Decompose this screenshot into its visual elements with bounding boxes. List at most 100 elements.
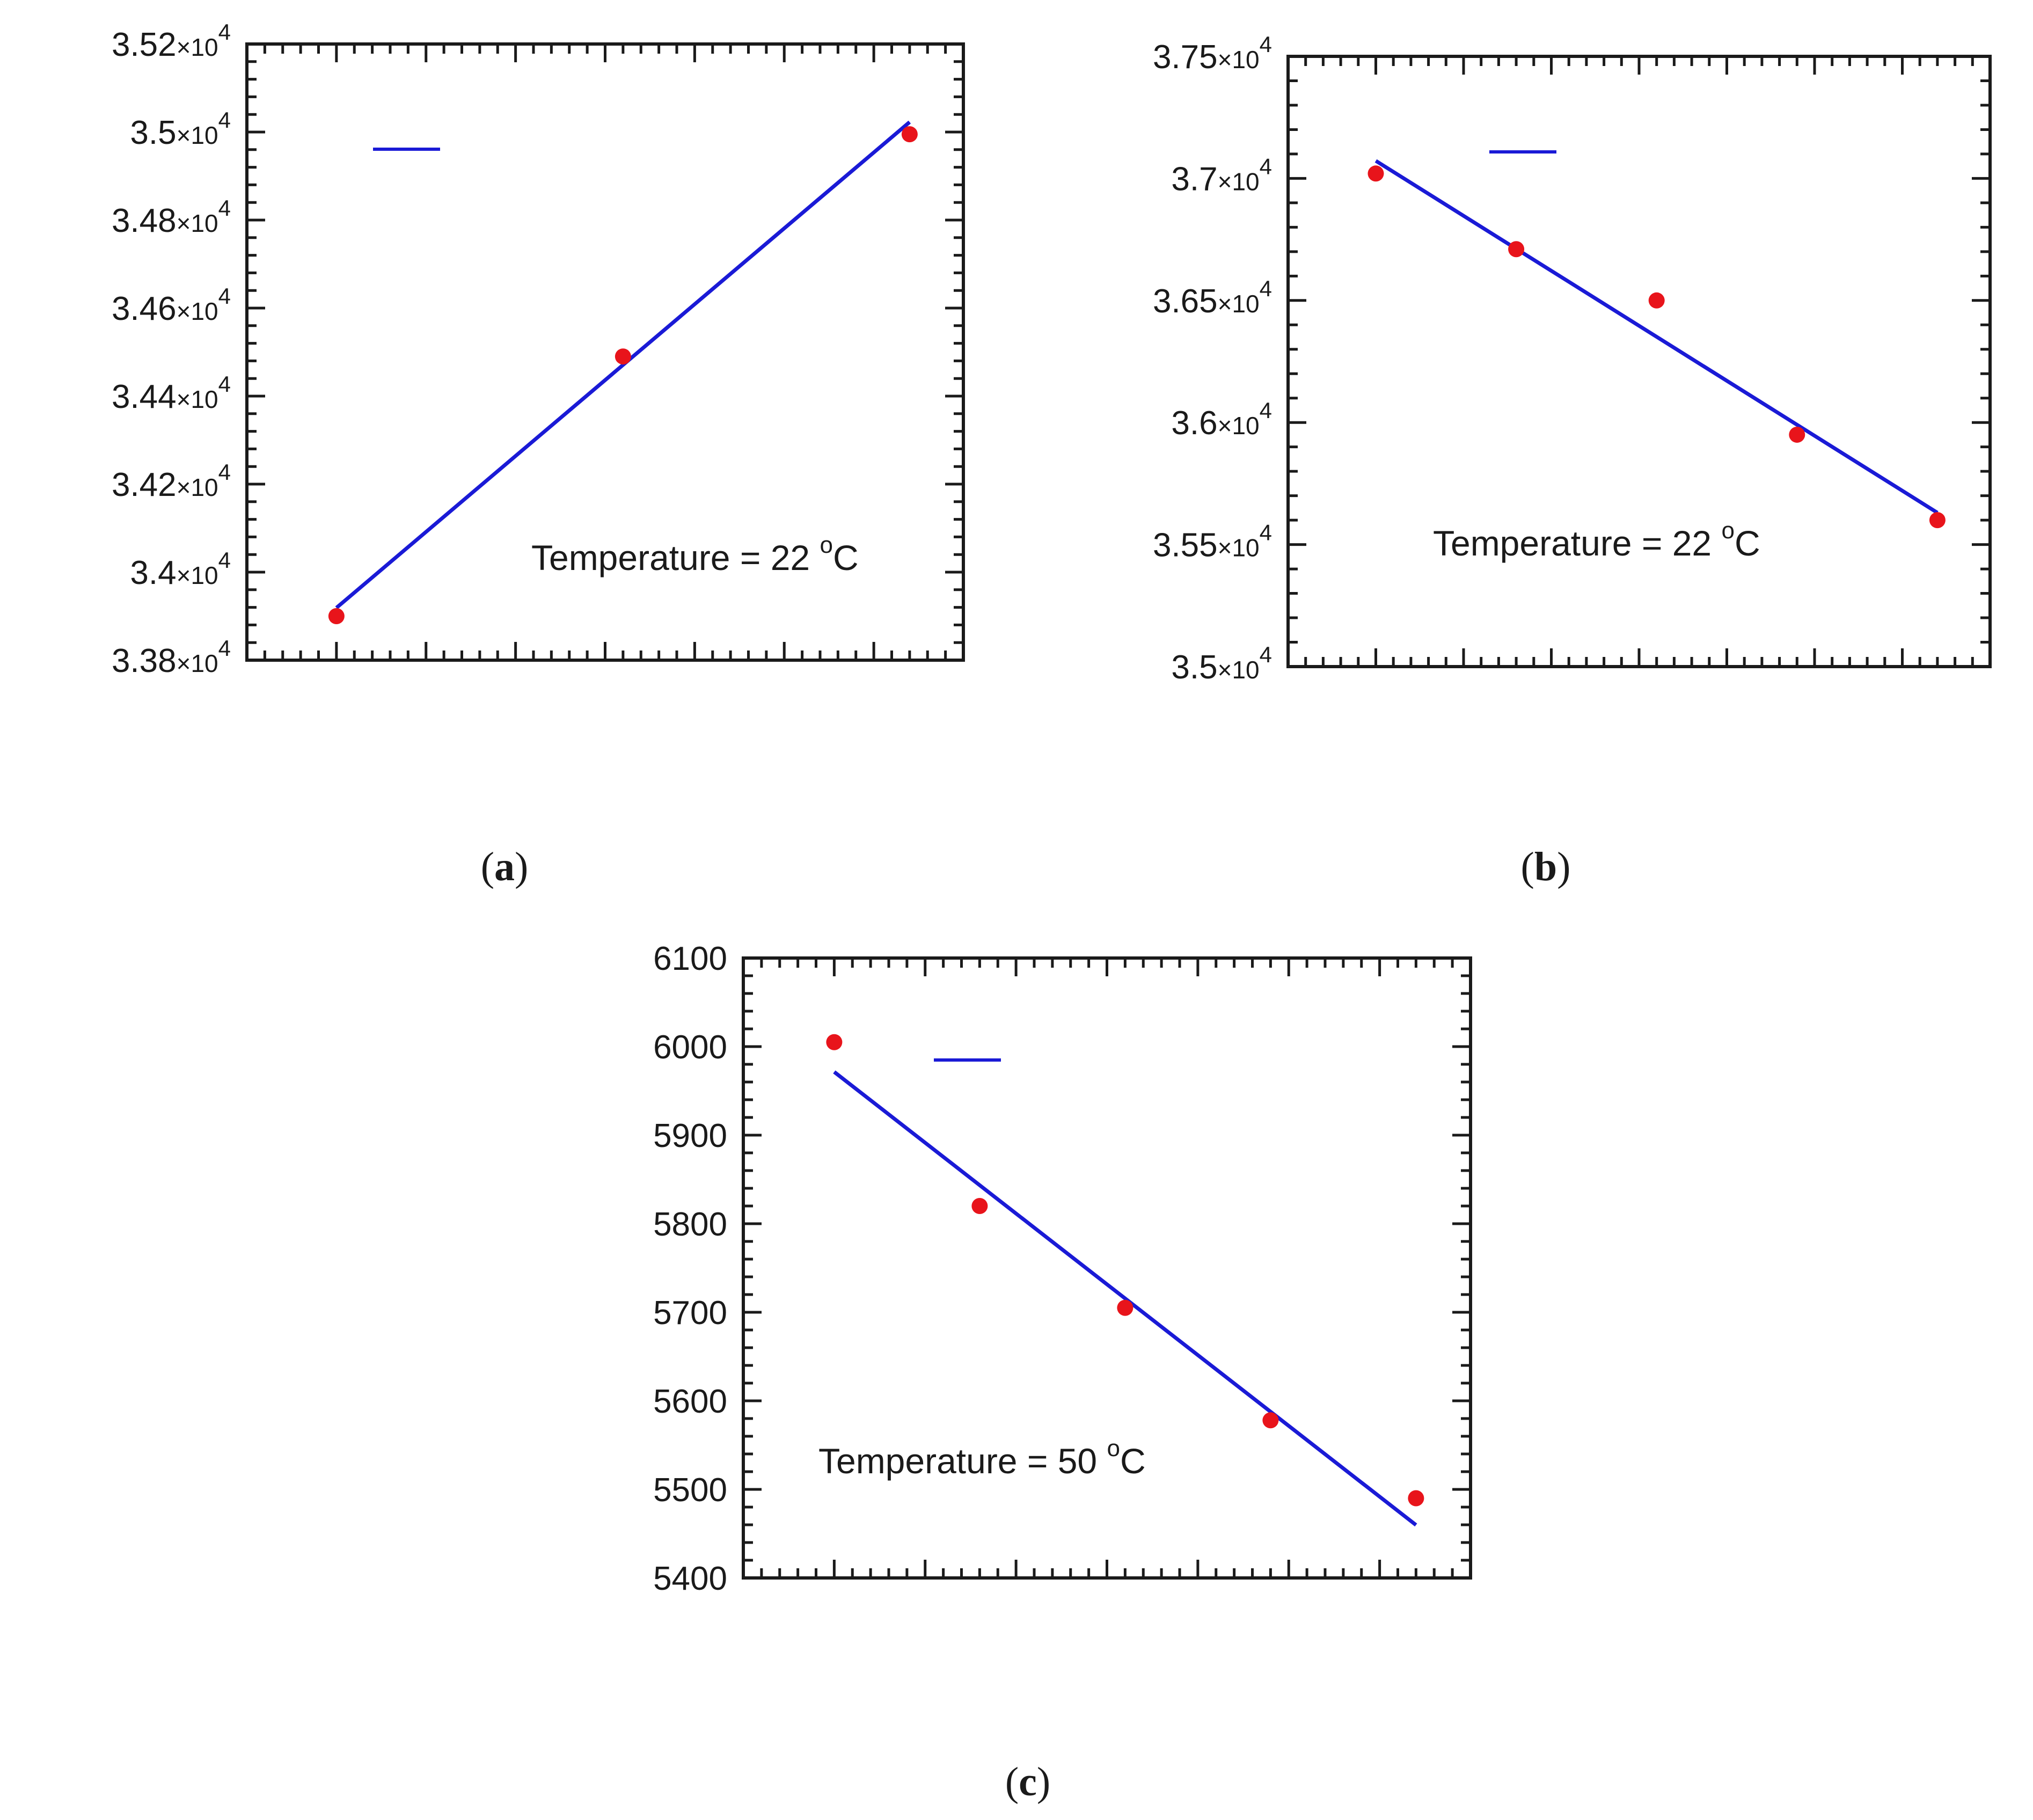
fit-line	[335, 120, 911, 610]
data-point	[1262, 1412, 1279, 1429]
y-tick-label: 5500	[653, 1472, 727, 1509]
caption-letter: a	[494, 844, 515, 889]
chart-panel-a: 3.38×1043.4×1043.42×1043.44×1043.46×1043…	[112, 19, 965, 679]
panel-caption-a: (a)	[481, 844, 529, 889]
y-tick-mantissa: 3.65	[1153, 283, 1218, 320]
y-tick-exponent: 4	[218, 107, 231, 133]
temperature-text: Temperature = 50	[818, 1441, 1107, 1481]
data-point	[1929, 512, 1946, 529]
data-point	[615, 348, 631, 365]
plot-frame	[742, 956, 1472, 1580]
y-tick-mantissa: 3.48	[112, 202, 177, 239]
y-tick-mantissa: 5900	[653, 1117, 727, 1154]
y-tick-mantissa: 5600	[653, 1383, 727, 1420]
caption-close: )	[1557, 844, 1570, 889]
y-tick-mantissa: 5700	[653, 1295, 727, 1332]
data-point	[1408, 1490, 1424, 1507]
temperature-degree: o	[820, 532, 832, 558]
y-tick-label: 3.44×104	[112, 371, 231, 415]
y-tick-mantissa: 3.5	[1171, 649, 1217, 686]
y-tick-prefix: ×10	[1218, 167, 1260, 195]
y-tick-label: 3.5×104	[130, 107, 231, 151]
y-tick-label: 3.55×104	[1153, 520, 1272, 564]
temperature-text: Temperature = 22	[531, 538, 820, 578]
y-tick-label: 3.38×104	[112, 635, 231, 679]
chart-panel-c: 5400 5500 5600 5700 5800 5900 6000 6100 Temperat…	[653, 940, 1472, 1597]
data-point	[1117, 1299, 1133, 1316]
panel-caption-c: (c)	[1005, 1759, 1050, 1804]
y-tick-label: 3.5×104	[1171, 642, 1272, 686]
y-tick-label: 3.65×104	[1153, 276, 1272, 320]
fit-line	[1374, 159, 1939, 515]
y-tick-prefix: ×10	[1218, 534, 1260, 562]
caption-close: )	[1037, 1759, 1050, 1804]
temperature-label: Temperature = 22 oC	[531, 532, 859, 578]
y-tick-label: 3.7×104	[1171, 154, 1272, 198]
y-tick-exponent: 4	[1260, 398, 1272, 423]
caption-open: (	[481, 844, 494, 889]
temperature-unit: C	[1120, 1441, 1146, 1481]
y-tick-mantissa: 6000	[653, 1029, 727, 1066]
y-tick-prefix: ×10	[1218, 46, 1260, 74]
y-tick-label: 5600	[653, 1383, 727, 1420]
y-tick-exponent: 4	[218, 459, 231, 485]
y-tick-label: 3.6×104	[1171, 398, 1272, 442]
y-tick-prefix: ×10	[1218, 656, 1260, 684]
y-tick-mantissa: 5800	[653, 1206, 727, 1243]
y-tick-mantissa: 3.75	[1153, 39, 1218, 76]
y-tick-exponent: 4	[1260, 276, 1272, 301]
caption-letter: b	[1534, 844, 1557, 889]
y-tick-prefix: ×10	[177, 209, 218, 237]
y-tick-mantissa: 3.44	[112, 378, 177, 415]
data-point	[826, 1034, 843, 1050]
temperature-text: Temperature = 22	[1433, 523, 1721, 563]
chart-panel-b: 3.5×1043.55×1043.6×1043.65×1043.7×1043.7…	[1153, 32, 1992, 686]
data-point	[971, 1198, 988, 1214]
y-tick-exponent: 4	[218, 547, 231, 573]
y-tick-prefix: ×10	[1218, 290, 1260, 318]
y-tick-exponent: 4	[218, 283, 231, 309]
temperature-unit: C	[1735, 523, 1760, 563]
y-tick-label: 3.52×104	[112, 19, 231, 63]
y-tick-label: 6100	[653, 940, 727, 977]
y-tick-label: 3.46×104	[112, 283, 231, 327]
y-tick-exponent: 4	[1260, 154, 1272, 179]
y-tick-mantissa: 6100	[653, 940, 727, 977]
y-tick-label: 5900	[653, 1117, 727, 1154]
y-tick-label: 3.42×104	[112, 459, 231, 503]
y-tick-label: 5700	[653, 1295, 727, 1332]
y-tick-prefix: ×10	[177, 121, 218, 149]
y-tick-prefix: ×10	[177, 385, 218, 413]
y-tick-prefix: ×10	[1218, 412, 1260, 440]
y-tick-mantissa: 5500	[653, 1472, 727, 1509]
y-tick-exponent: 4	[218, 19, 231, 45]
y-tick-exponent: 4	[1260, 32, 1272, 57]
caption-open: (	[1521, 844, 1534, 889]
y-tick-mantissa: 3.5	[130, 114, 176, 151]
y-tick-mantissa: 3.46	[112, 290, 177, 327]
y-tick-mantissa: 3.7	[1171, 160, 1217, 198]
y-tick-prefix: ×10	[177, 561, 218, 589]
y-tick-prefix: ×10	[177, 33, 218, 61]
y-tick-exponent: 4	[218, 195, 231, 221]
y-tick-label: 6000	[653, 1029, 727, 1066]
y-tick-mantissa: 3.55	[1153, 527, 1218, 564]
panel-caption-b: (b)	[1521, 844, 1571, 889]
y-tick-exponent: 4	[218, 635, 231, 661]
y-tick-label: 5800	[653, 1206, 727, 1243]
y-tick-label: 3.75×104	[1153, 32, 1272, 76]
y-tick-exponent: 4	[218, 371, 231, 397]
temperature-label: Temperature = 50 oC	[818, 1435, 1146, 1481]
y-tick-label: 3.4×104	[130, 547, 231, 591]
y-tick-prefix: ×10	[177, 297, 218, 325]
temperature-degree: o	[1721, 517, 1734, 544]
data-point	[1789, 426, 1805, 443]
temperature-degree: o	[1107, 1435, 1120, 1461]
y-tick-mantissa: 3.52	[112, 26, 177, 63]
caption-letter: c	[1019, 1759, 1037, 1804]
y-tick-mantissa: 3.4	[130, 554, 176, 591]
plot-frame	[245, 42, 965, 662]
data-point	[1508, 241, 1525, 258]
plot-frame	[1286, 55, 1992, 668]
